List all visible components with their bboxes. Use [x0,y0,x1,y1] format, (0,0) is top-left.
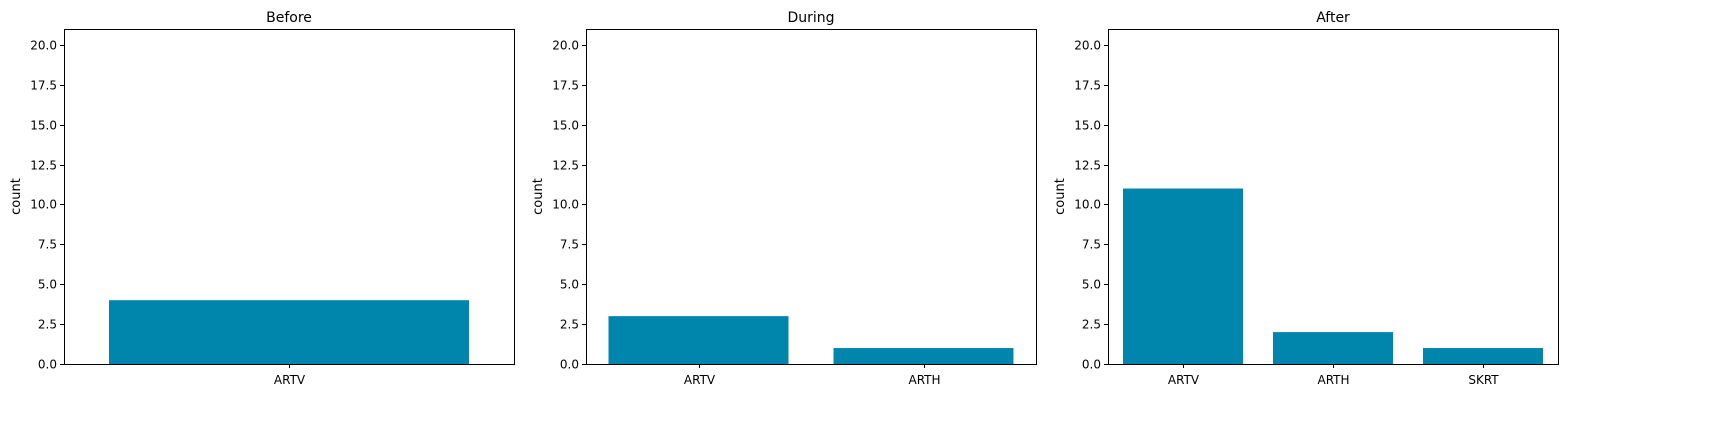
y-tick-label: 5.0 [1082,278,1101,292]
y-tick-label: 0.0 [1082,358,1101,372]
chart-panel: 0.0 2.5 5.0 7.5 10.0 12.5 15.0 17.5 20.0 ARTV ARTH… [531,10,1037,387]
y-axis-label: count [531,178,546,215]
y-tick-label: 7.5 [1082,238,1101,252]
y-tick-label: 2.5 [560,318,579,332]
y-tick-label: 7.5 [38,238,57,252]
y-tick-label: 15.0 [1074,119,1101,133]
y-tick-label: 2.5 [1082,318,1101,332]
y-tick-label: 7.5 [560,238,579,252]
chart-title: Before [266,10,312,26]
chart-title: During [787,10,834,26]
y-tick-label: 15.0 [30,119,57,133]
y-tick-label: 17.5 [1074,79,1101,93]
y-tick-label: 12.5 [1074,159,1101,173]
x-tick-label: ARTV [684,373,716,387]
x-tick-label: ARTH [1317,373,1349,387]
bar [109,300,469,364]
y-tick-label: 17.5 [552,79,579,93]
bar [1273,332,1393,364]
y-tick-label: 5.0 [38,278,57,292]
axes-frame [586,29,1037,365]
x-tick-label: SKRT [1468,373,1499,387]
x-tick-label: ARTH [908,373,940,387]
y-tick-label: 12.5 [30,159,57,173]
y-tick-label: 12.5 [552,159,579,173]
y-tick-label: 5.0 [560,278,579,292]
y-tick-label: 15.0 [552,119,579,133]
y-tick-label: 10.0 [30,198,57,212]
y-tick-label: 10.0 [552,198,579,212]
y-tick-label: 0.0 [560,358,579,372]
y-tick-label: 20.0 [1074,39,1101,53]
y-tick-label: 17.5 [30,79,57,93]
bar [833,348,1014,364]
chart-title: After [1316,10,1350,26]
y-axis-label: count [1053,178,1068,215]
y-tick-label: 20.0 [30,39,57,53]
x-tick-label: ARTV [274,373,306,387]
bar [608,316,789,364]
bar [1423,348,1543,364]
y-tick-label: 0.0 [38,358,57,372]
chart-panel: 0.0 2.5 5.0 7.5 10.0 12.5 15.0 17.5 20.0 ARTV Befo… [9,10,515,387]
y-tick-label: 10.0 [1074,198,1101,212]
x-tick-label: ARTV [1168,373,1200,387]
y-tick-label: 20.0 [552,39,579,53]
chart-panel: 0.0 2.5 5.0 7.5 10.0 12.5 15.0 17.5 20.0 ARTV ARTH… [1053,10,1559,387]
bar [1123,188,1243,364]
y-tick-label: 2.5 [38,318,57,332]
y-axis-label: count [9,178,24,215]
